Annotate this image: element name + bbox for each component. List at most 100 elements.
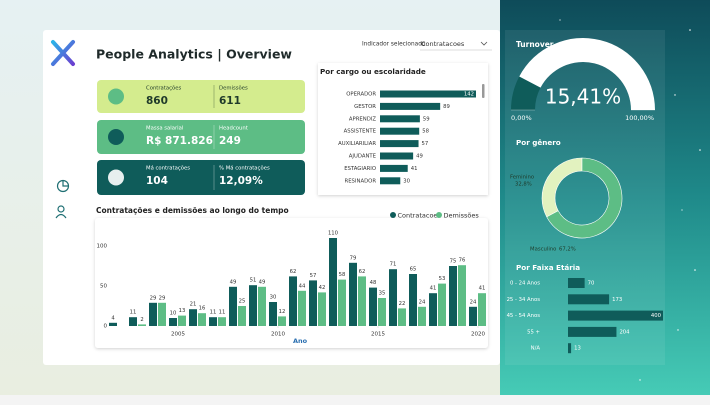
kpi-card <box>97 120 305 154</box>
value-label: 62 <box>359 269 366 275</box>
chart-title: Turnover <box>516 40 554 49</box>
gauge-min: 0,00% <box>511 114 532 122</box>
x-axis-title: Ano <box>293 337 308 345</box>
value-label: 25 <box>239 299 246 305</box>
value-label: 11 <box>210 310 217 316</box>
bar <box>338 279 346 326</box>
value-label: 41 <box>411 166 418 172</box>
kpi-icon <box>108 169 124 186</box>
chart-title: Por gênero <box>516 138 561 147</box>
kpi-icon <box>108 129 124 145</box>
category-label: 25 - 34 Anos <box>507 297 541 303</box>
category-label: OPERADOR <box>346 92 376 98</box>
bar <box>568 343 572 354</box>
kpi-label: % Má contratações <box>219 165 270 172</box>
value-label: 75 <box>450 259 457 265</box>
value-label: 35 <box>379 291 386 297</box>
stars <box>559 19 701 381</box>
value-label: 65 <box>410 267 417 273</box>
bar <box>380 152 414 160</box>
value-label: 62 <box>290 269 297 275</box>
value-label: 41 <box>479 286 486 292</box>
value-label: 12 <box>279 309 286 315</box>
bar <box>318 292 326 326</box>
category-label: 0 - 24 Anos <box>510 281 540 287</box>
bar <box>238 306 246 326</box>
star <box>694 269 696 271</box>
bar <box>380 115 420 123</box>
category-label: AUXILIARILIAR <box>338 141 376 147</box>
kpi-value: 249 <box>219 135 241 147</box>
pie-label: Feminino <box>510 175 534 181</box>
star <box>677 329 679 331</box>
chart-title: Por cargo ou escolaridade <box>320 67 426 76</box>
value-label: 71 <box>390 262 397 268</box>
bar <box>389 269 397 326</box>
legend-label: Demissões <box>444 212 480 220</box>
category-label: ESTAGIARIO <box>344 166 376 172</box>
bar <box>418 306 426 326</box>
value-label: 30 <box>403 178 410 184</box>
value-label: 16 <box>199 306 206 312</box>
bar <box>438 283 446 326</box>
bar <box>269 302 277 326</box>
bar <box>380 140 419 148</box>
value-label: 57 <box>310 273 317 279</box>
bar <box>380 102 441 110</box>
category-label: ASSISTENTE <box>344 129 377 135</box>
bottom-strip <box>0 395 710 405</box>
scrollbar[interactable] <box>482 84 485 98</box>
category-label: GESTOR <box>354 104 376 110</box>
value-label: 400 <box>651 313 662 319</box>
value-label: 22 <box>399 301 406 307</box>
bar <box>380 177 401 185</box>
bar <box>358 276 366 326</box>
selector[interactable]: Contratacoes <box>420 40 492 51</box>
value-label: 89 <box>443 104 450 110</box>
y-tick-label: 0 <box>104 324 108 330</box>
bar <box>278 316 286 326</box>
pie-label: Masculino <box>530 247 556 253</box>
x-tick-label: 2005 <box>171 332 185 338</box>
kpi-card <box>97 160 305 195</box>
nav-people-icon[interactable] <box>57 205 65 213</box>
value-label: 21 <box>190 302 197 308</box>
kpi-label: Massa salarial <box>146 126 183 132</box>
bar <box>169 318 177 326</box>
bar <box>380 164 408 172</box>
bar <box>369 287 377 326</box>
nav-people-icon-detail <box>55 213 67 219</box>
bar <box>109 322 117 326</box>
y-tick-label: 100 <box>97 244 108 250</box>
value-label: 24 <box>419 299 426 305</box>
pie-slice <box>546 157 623 239</box>
value-label: 2 <box>140 317 143 323</box>
value-label: 10 <box>170 311 177 317</box>
category-label: 55 + <box>527 329 540 335</box>
value-label: 13 <box>179 308 186 314</box>
kpi-card <box>97 80 305 113</box>
logo <box>51 40 75 66</box>
category-label: AJUDANTE <box>349 154 377 160</box>
value-label: 29 <box>159 295 166 301</box>
bar <box>289 276 297 326</box>
bar <box>158 302 166 326</box>
bar <box>298 290 306 326</box>
selector-label: Indicador selecionado <box>362 42 426 48</box>
gauge-value: 15,41% <box>545 85 621 109</box>
legend-swatch <box>436 212 442 218</box>
bar <box>129 317 137 326</box>
star <box>689 29 691 31</box>
x-tick-label: 2010 <box>271 332 285 338</box>
value-label: 110 <box>328 231 339 237</box>
gauge-track <box>519 37 655 110</box>
value-label: 4 <box>111 315 115 321</box>
star <box>681 209 683 211</box>
kpi-icon <box>108 88 124 105</box>
kpi-label: Demissões <box>219 86 248 92</box>
value-label: 53 <box>439 276 446 282</box>
kpi-label: Headcount <box>219 126 248 132</box>
value-label: 42 <box>319 285 326 291</box>
selector-value[interactable]: Contratacoes <box>421 40 465 48</box>
